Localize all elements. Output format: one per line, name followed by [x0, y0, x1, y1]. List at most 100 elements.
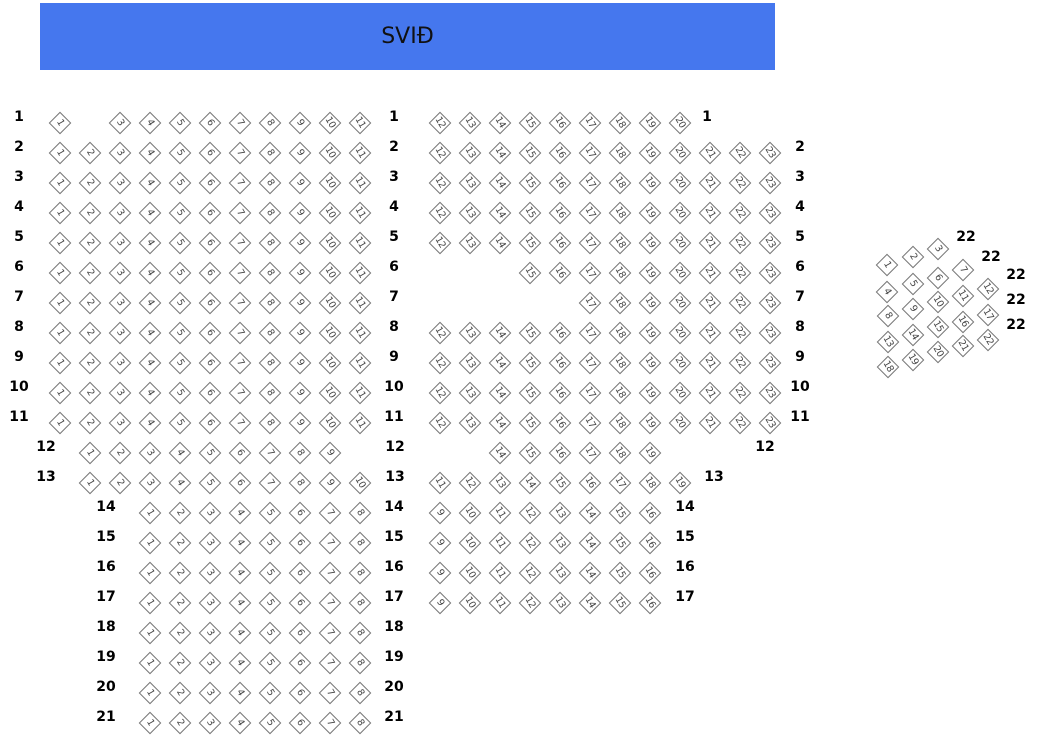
seat[interactable]: 3 [108, 381, 132, 405]
seat[interactable]: 4 [138, 351, 162, 375]
seat[interactable]: 13 [548, 531, 572, 555]
seat[interactable]: 5 [168, 381, 192, 405]
seat[interactable]: 12 [428, 381, 452, 405]
seat[interactable]: 22 [728, 411, 752, 435]
seat[interactable]: 6 [198, 201, 222, 225]
seat[interactable]: 22 [728, 351, 752, 375]
seat[interactable]: 19 [638, 321, 662, 345]
seat[interactable]: 23 [758, 261, 782, 285]
seat[interactable]: 6 [288, 531, 312, 555]
seat[interactable]: 11 [348, 351, 372, 375]
seat[interactable]: 4 [138, 291, 162, 315]
seat[interactable]: 8 [258, 111, 282, 135]
seat[interactable]: 5 [168, 111, 192, 135]
seat[interactable]: 8 [288, 471, 312, 495]
seat[interactable]: 9 [428, 501, 452, 525]
seat[interactable]: 18 [638, 471, 662, 495]
seat[interactable]: 1 [48, 171, 72, 195]
seat[interactable]: 19 [638, 291, 662, 315]
seat[interactable]: 18 [608, 411, 632, 435]
seat[interactable]: 8 [348, 711, 372, 735]
seat[interactable]: 7 [318, 561, 342, 585]
seat[interactable]: 15 [518, 381, 542, 405]
seat[interactable]: 15 [518, 411, 542, 435]
seat[interactable]: 3 [198, 651, 222, 675]
seat[interactable]: 21 [698, 231, 722, 255]
seat[interactable]: 14 [488, 351, 512, 375]
seat[interactable]: 13 [458, 381, 482, 405]
seat[interactable]: 16 [548, 141, 572, 165]
seat[interactable]: 6 [198, 141, 222, 165]
seat[interactable]: 18 [608, 171, 632, 195]
seat[interactable]: 11 [348, 111, 372, 135]
seat[interactable]: 4 [138, 171, 162, 195]
seat[interactable]: 16 [548, 201, 572, 225]
seat[interactable]: 4 [228, 501, 252, 525]
seat[interactable]: 7 [318, 651, 342, 675]
seat[interactable]: 3 [108, 111, 132, 135]
seat[interactable]: 14 [488, 231, 512, 255]
seat[interactable]: 4 [228, 621, 252, 645]
seat[interactable]: 14 [578, 501, 602, 525]
seat[interactable]: 5 [198, 441, 222, 465]
seat[interactable]: 9 [288, 171, 312, 195]
seat[interactable]: 5 [258, 501, 282, 525]
seat[interactable]: 14 [488, 381, 512, 405]
seat[interactable]: 6 [198, 171, 222, 195]
seat[interactable]: 2 [78, 351, 102, 375]
seat[interactable]: 8 [258, 231, 282, 255]
seat[interactable]: 5 [258, 561, 282, 585]
seat[interactable]: 20 [668, 261, 692, 285]
seat[interactable]: 15 [548, 471, 572, 495]
seat[interactable]: 12 [428, 171, 452, 195]
seat[interactable]: 2 [78, 411, 102, 435]
seat[interactable]: 16 [578, 471, 602, 495]
seat[interactable]: 17 [578, 201, 602, 225]
seat[interactable]: 17 [578, 261, 602, 285]
seat[interactable]: 11 [951, 284, 975, 308]
seat[interactable]: 7 [318, 531, 342, 555]
seat[interactable]: 1 [48, 141, 72, 165]
seat[interactable]: 8 [876, 304, 900, 328]
seat[interactable]: 14 [578, 561, 602, 585]
seat[interactable]: 21 [698, 381, 722, 405]
seat[interactable]: 21 [698, 171, 722, 195]
seat[interactable]: 2 [78, 261, 102, 285]
seat[interactable]: 11 [348, 381, 372, 405]
seat[interactable]: 6 [198, 261, 222, 285]
seat[interactable]: 4 [228, 651, 252, 675]
seat[interactable]: 1 [875, 253, 899, 277]
seat[interactable]: 8 [348, 531, 372, 555]
seat[interactable]: 4 [138, 231, 162, 255]
seat[interactable]: 9 [288, 141, 312, 165]
seat[interactable]: 6 [288, 651, 312, 675]
seat[interactable]: 8 [348, 561, 372, 585]
seat[interactable]: 9 [428, 561, 452, 585]
seat[interactable]: 16 [548, 351, 572, 375]
seat[interactable]: 18 [608, 351, 632, 375]
seat[interactable]: 19 [668, 471, 692, 495]
seat[interactable]: 23 [758, 291, 782, 315]
seat[interactable]: 14 [488, 321, 512, 345]
seat[interactable]: 19 [638, 231, 662, 255]
seat[interactable]: 20 [668, 141, 692, 165]
seat[interactable]: 1 [48, 111, 72, 135]
seat[interactable]: 3 [108, 171, 132, 195]
seat[interactable]: 6 [288, 711, 312, 735]
seat[interactable]: 15 [608, 531, 632, 555]
seat[interactable]: 3 [198, 561, 222, 585]
seat[interactable]: 10 [318, 231, 342, 255]
seat[interactable]: 20 [668, 351, 692, 375]
seat[interactable]: 3 [108, 201, 132, 225]
seat[interactable]: 13 [458, 111, 482, 135]
seat[interactable]: 8 [258, 141, 282, 165]
seat[interactable]: 2 [108, 471, 132, 495]
seat[interactable]: 5 [198, 471, 222, 495]
seat[interactable]: 12 [428, 111, 452, 135]
seat[interactable]: 16 [638, 501, 662, 525]
seat[interactable]: 17 [578, 411, 602, 435]
seat[interactable]: 2 [168, 681, 192, 705]
seat[interactable]: 7 [228, 141, 252, 165]
seat[interactable]: 2 [168, 591, 192, 615]
seat[interactable]: 1 [48, 381, 72, 405]
